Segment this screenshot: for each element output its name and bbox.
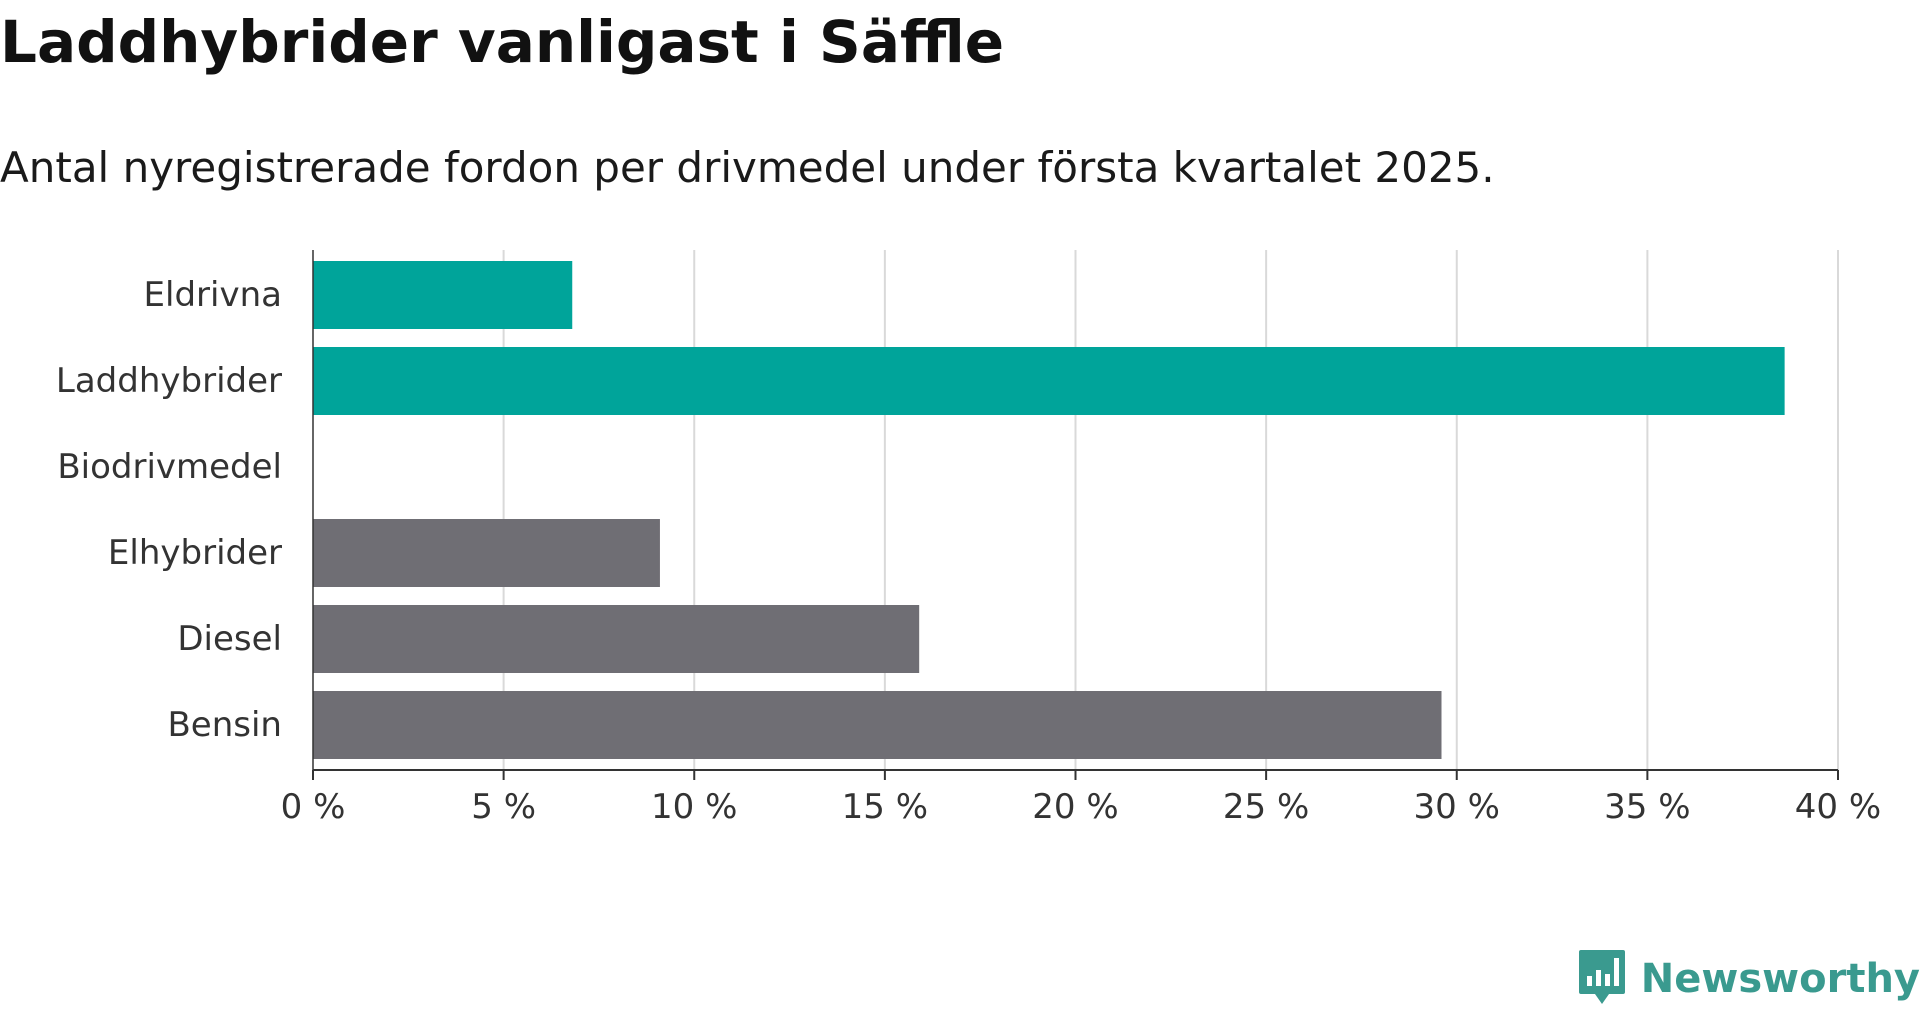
x-tick-label: 25 % bbox=[1223, 787, 1309, 827]
bar-bensin bbox=[313, 691, 1442, 759]
bar-chart: 0 % 5 % 10 % 15 % 20 % 25 % 30 % 35 % 40 % Eldri… bbox=[56, 250, 1881, 827]
x-tick-label: 5 % bbox=[471, 787, 536, 827]
newsworthy-logo-icon bbox=[1577, 948, 1627, 1010]
chart-subtitle: Antal nyregistrerade fordon per drivmede… bbox=[0, 143, 1495, 192]
x-tick-label: 10 % bbox=[651, 787, 737, 827]
bars bbox=[313, 261, 1785, 759]
x-tick-label: 40 % bbox=[1795, 787, 1881, 827]
category-label: Laddhybrider bbox=[56, 361, 282, 401]
brand-logo: Newsworthy bbox=[1577, 948, 1920, 1010]
category-labels: Eldrivna Laddhybrider Biodrivmedel Elhybrid… bbox=[56, 275, 282, 745]
bar-eldrivna bbox=[313, 261, 573, 329]
chart-title: Laddhybrider vanligast i Säffle bbox=[0, 8, 1005, 76]
x-tick-label: 15 % bbox=[842, 787, 928, 827]
x-tick-label: 0 % bbox=[281, 787, 346, 827]
bar-laddhybrider bbox=[313, 347, 1785, 415]
x-tick-label: 35 % bbox=[1604, 787, 1690, 827]
category-label: Diesel bbox=[177, 619, 282, 659]
x-tick-label: 30 % bbox=[1414, 787, 1500, 827]
bar-diesel bbox=[313, 605, 920, 673]
x-axis: 0 % 5 % 10 % 15 % 20 % 25 % 30 % 35 % 40 % bbox=[281, 250, 1881, 827]
category-label: Eldrivna bbox=[144, 275, 282, 315]
category-label: Biodrivmedel bbox=[57, 447, 282, 487]
category-label: Bensin bbox=[167, 705, 282, 745]
bar-elhybrider bbox=[313, 519, 660, 587]
category-label: Elhybrider bbox=[108, 533, 282, 573]
x-tick-label: 20 % bbox=[1032, 787, 1118, 827]
brand-name: Newsworthy bbox=[1640, 956, 1920, 1002]
grid-lines bbox=[502, 250, 1839, 770]
